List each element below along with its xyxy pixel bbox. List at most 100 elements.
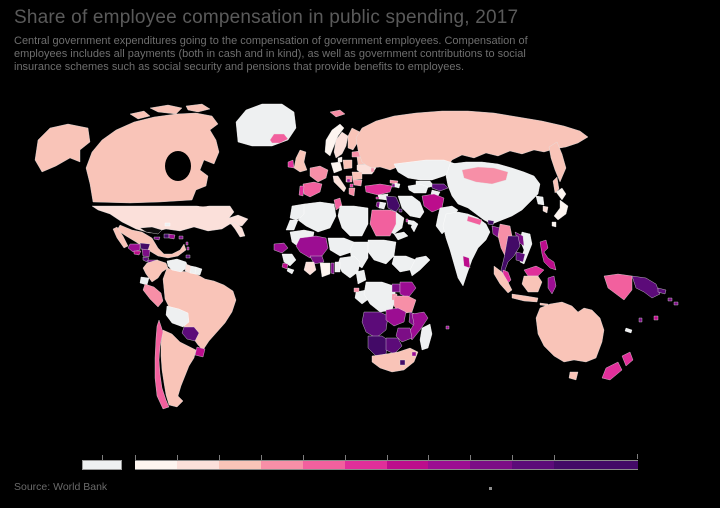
- country-haiti[interactable]: [163, 233, 170, 239]
- country-somalia[interactable]: [409, 255, 431, 277]
- country-romania[interactable]: [351, 171, 363, 181]
- country-dr-congo[interactable]: [363, 281, 397, 313]
- country-jamaica[interactable]: [153, 236, 161, 241]
- country-japan-hokkaido[interactable]: [555, 187, 567, 201]
- country-mozambique[interactable]: [407, 311, 429, 341]
- country-eswatini[interactable]: [411, 351, 417, 357]
- country-benin[interactable]: [334, 261, 341, 273]
- country-costa-rica[interactable]: [142, 256, 150, 263]
- country-madagascar[interactable]: [419, 323, 433, 351]
- country-ghana[interactable]: [319, 262, 331, 278]
- country-cuba[interactable]: [139, 226, 163, 235]
- country-mauritius[interactable]: [445, 325, 450, 330]
- country-armenia[interactable]: [391, 183, 396, 188]
- country-lesotho[interactable]: [399, 359, 406, 366]
- country-iraq[interactable]: [385, 195, 401, 213]
- country-japan-kyushu[interactable]: [551, 221, 557, 228]
- country-ecuador[interactable]: [139, 276, 150, 286]
- country-iceland[interactable]: [269, 133, 289, 144]
- country-egypt[interactable]: [369, 209, 397, 237]
- country-russia-kamchatka[interactable]: [548, 141, 567, 183]
- country-mongolia[interactable]: [461, 166, 509, 185]
- country-mexico-baja[interactable]: [112, 226, 129, 249]
- country-philippines[interactable]: [539, 239, 557, 271]
- country-india[interactable]: [442, 211, 491, 287]
- country-cyprus[interactable]: [375, 196, 380, 200]
- country-zimbabwe[interactable]: [395, 327, 413, 343]
- country-sri-lanka[interactable]: [462, 255, 471, 269]
- country-honduras[interactable]: [139, 242, 151, 251]
- country-kyrgyzstan[interactable]: [431, 183, 449, 192]
- country-canada-arctic-3[interactable]: [129, 110, 151, 120]
- country-japan-honshu[interactable]: [553, 199, 569, 221]
- country-uganda[interactable]: [391, 283, 401, 293]
- country-cameroon[interactable]: [355, 269, 367, 285]
- country-lesser-antilles-1[interactable]: [185, 241, 189, 246]
- legend-segment-6[interactable]: [386, 455, 429, 470]
- country-kenya[interactable]: [399, 281, 417, 299]
- country-north-macedonia[interactable]: [349, 183, 354, 188]
- country-australia-tasmania[interactable]: [568, 371, 579, 381]
- country-north-korea[interactable]: [535, 195, 545, 206]
- country-zambia[interactable]: [385, 307, 407, 327]
- country-nicaragua[interactable]: [141, 248, 151, 258]
- country-russia-sakhalin[interactable]: [552, 176, 560, 194]
- country-south-korea[interactable]: [542, 205, 549, 214]
- country-senegal[interactable]: [273, 242, 289, 254]
- legend-segment-8[interactable]: [470, 455, 513, 470]
- country-indonesia-kalimantan[interactable]: [521, 275, 543, 293]
- legend-no-data-swatch[interactable]: [82, 455, 122, 470]
- country-new-caledonia[interactable]: [624, 327, 633, 334]
- country-botswana[interactable]: [385, 337, 403, 355]
- country-mali[interactable]: [295, 235, 329, 259]
- country-indonesia-papua[interactable]: [603, 273, 633, 301]
- legend-segment-5[interactable]: [344, 455, 387, 470]
- country-namibia[interactable]: [367, 335, 389, 357]
- country-turkmenistan[interactable]: [407, 183, 429, 194]
- country-canada-arctic-1[interactable]: [149, 104, 183, 115]
- country-australia[interactable]: [535, 301, 605, 363]
- country-argentina[interactable]: [160, 329, 197, 408]
- country-indonesia-sulawesi[interactable]: [547, 275, 557, 295]
- country-peru[interactable]: [142, 283, 164, 308]
- country-angola[interactable]: [361, 311, 389, 339]
- country-thailand[interactable]: [500, 235, 521, 281]
- country-niger[interactable]: [327, 237, 355, 257]
- country-south-africa[interactable]: [371, 347, 419, 373]
- country-new-zealand-north[interactable]: [621, 351, 634, 367]
- country-indonesia-java[interactable]: [511, 293, 539, 303]
- country-jordan[interactable]: [378, 201, 387, 210]
- country-oman[interactable]: [410, 220, 419, 233]
- legend-segment-4[interactable]: [302, 455, 345, 470]
- legend-segment-0[interactable]: [135, 455, 177, 470]
- country-sweden[interactable]: [333, 131, 349, 159]
- country-dominican-republic[interactable]: [168, 233, 176, 240]
- country-moldova[interactable]: [370, 167, 375, 173]
- country-united-states[interactable]: [91, 205, 249, 234]
- country-turkey[interactable]: [364, 183, 393, 196]
- country-togo[interactable]: [330, 262, 335, 275]
- country-solomon-islands-1[interactable]: [667, 297, 673, 302]
- country-libya[interactable]: [337, 205, 369, 237]
- country-bosnia[interactable]: [346, 178, 351, 183]
- country-fiji[interactable]: [653, 315, 659, 321]
- country-puerto-rico[interactable]: [178, 235, 184, 240]
- country-cote-divoire[interactable]: [303, 261, 317, 276]
- country-nepal[interactable]: [466, 215, 483, 226]
- country-brazil[interactable]: [162, 267, 237, 351]
- country-indonesia-sumatra[interactable]: [493, 265, 513, 294]
- country-greece[interactable]: [348, 187, 356, 197]
- country-bulgaria[interactable]: [352, 179, 363, 187]
- country-trinidad[interactable]: [185, 254, 191, 259]
- country-malaysia-borneo[interactable]: [523, 265, 545, 277]
- country-sierra-leone[interactable]: [281, 262, 289, 270]
- country-bahamas[interactable]: [164, 222, 171, 227]
- country-uruguay[interactable]: [194, 346, 206, 358]
- country-mexico[interactable]: [116, 224, 187, 259]
- country-bhutan[interactable]: [487, 219, 495, 226]
- country-solomon-islands-2[interactable]: [673, 301, 679, 306]
- country-alaska[interactable]: [34, 123, 91, 173]
- country-colombia[interactable]: [142, 259, 169, 283]
- country-venezuela[interactable]: [166, 258, 189, 273]
- legend-segment-10[interactable]: [554, 455, 639, 470]
